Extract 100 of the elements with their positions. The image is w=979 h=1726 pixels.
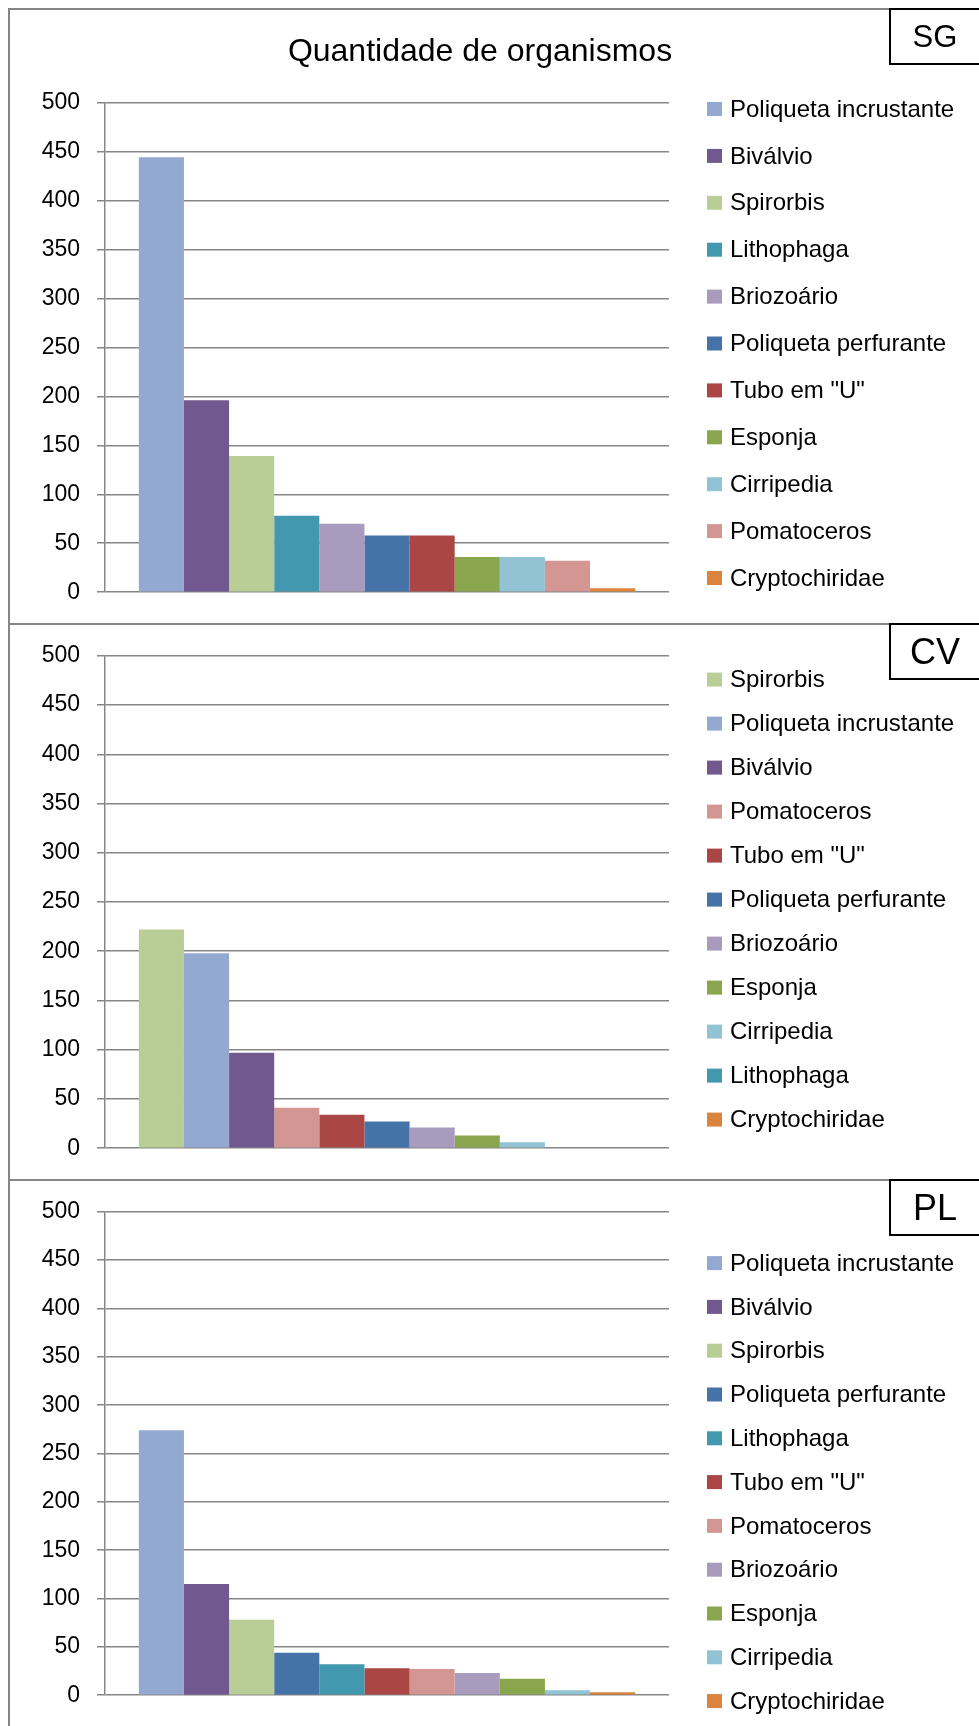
legend-label: Briozoário bbox=[730, 1555, 839, 1583]
text: PL bbox=[889, 1179, 979, 1236]
y-tick-label: 300 bbox=[41, 1390, 80, 1417]
y-tick-label: 0 bbox=[67, 1680, 80, 1707]
bar bbox=[454, 1135, 500, 1148]
legend-label: Lithophaga bbox=[730, 235, 850, 263]
legend-label: Cryptochiridae bbox=[730, 1686, 885, 1714]
bar bbox=[138, 1430, 184, 1695]
y-tick-label: 50 bbox=[54, 528, 80, 555]
bar bbox=[319, 523, 365, 592]
legend-label: Pomatoceros bbox=[730, 1511, 872, 1539]
legend-label: Spirorbis bbox=[730, 188, 825, 216]
y-tick-label: 200 bbox=[41, 1487, 80, 1514]
legend-label: Cirripedia bbox=[730, 1017, 834, 1045]
y-tick-label: 450 bbox=[41, 690, 80, 717]
bar bbox=[544, 1690, 591, 1695]
bar bbox=[409, 1669, 455, 1695]
bar bbox=[183, 953, 230, 1148]
bar bbox=[544, 560, 591, 592]
legend-label: Poliqueta incrustante bbox=[730, 1248, 955, 1276]
bar bbox=[499, 1142, 545, 1148]
y-tick-label: 0 bbox=[67, 577, 80, 604]
bar bbox=[138, 157, 184, 592]
y-tick-label: 0 bbox=[67, 1133, 80, 1160]
y-tick-label: 200 bbox=[41, 936, 80, 963]
y-tick-label: 200 bbox=[41, 381, 80, 408]
y-tick-label: 250 bbox=[41, 1438, 80, 1465]
y-tick-label: 50 bbox=[54, 1084, 80, 1111]
y-tick-label: 400 bbox=[41, 739, 80, 766]
y-tick-label: 450 bbox=[41, 1245, 80, 1272]
bar bbox=[183, 400, 230, 592]
legend-label: Esponja bbox=[730, 422, 818, 450]
bar bbox=[274, 515, 320, 592]
bar bbox=[183, 1584, 230, 1695]
legend-label: Cirripedia bbox=[730, 469, 834, 497]
legend-label: Poliqueta incrustante bbox=[730, 709, 955, 737]
legend-label: Biválvio bbox=[730, 141, 813, 169]
legend-label: Cryptochiridae bbox=[730, 1105, 885, 1133]
legend-label: Pomatoceros bbox=[730, 516, 872, 544]
bar bbox=[590, 1692, 636, 1695]
bar bbox=[409, 535, 455, 592]
legend-label: Spirorbis bbox=[730, 665, 825, 693]
y-tick-label: 250 bbox=[41, 332, 80, 359]
bar bbox=[138, 929, 184, 1148]
y-tick-label: 100 bbox=[41, 1035, 80, 1062]
text: SG bbox=[889, 8, 979, 65]
y-tick-label: 500 bbox=[41, 641, 80, 668]
y-tick-label: 100 bbox=[41, 479, 80, 506]
bar bbox=[499, 1678, 545, 1695]
legend-label: Biválvio bbox=[730, 1292, 813, 1320]
y-tick-label: 350 bbox=[41, 234, 80, 261]
y-tick-label: 250 bbox=[41, 887, 80, 914]
y-tick-label: 300 bbox=[41, 838, 80, 865]
bar bbox=[229, 1052, 275, 1148]
y-tick-label: 150 bbox=[41, 430, 80, 457]
bar bbox=[319, 1664, 365, 1695]
y-tick-label: 450 bbox=[41, 136, 80, 163]
bar bbox=[499, 556, 545, 592]
legend-label: Poliqueta perfurante bbox=[730, 1380, 947, 1408]
y-tick-label: 50 bbox=[54, 1632, 80, 1659]
legend-label: Briozoário bbox=[730, 282, 839, 310]
legend-label: Cirripedia bbox=[730, 1642, 834, 1670]
legend-label: Tubo em "U" bbox=[730, 841, 865, 869]
legend-label: Esponja bbox=[730, 973, 818, 1001]
y-tick-label: 150 bbox=[41, 1535, 80, 1562]
chart-title: Quantidade de organismos bbox=[287, 32, 673, 68]
legend-label: Poliqueta perfurante bbox=[730, 329, 947, 357]
bar bbox=[454, 1672, 500, 1695]
bar bbox=[319, 1114, 365, 1148]
y-tick-label: 400 bbox=[41, 1293, 80, 1320]
bar bbox=[409, 1127, 455, 1148]
legend-label: Tubo em "U" bbox=[730, 1467, 865, 1495]
bar bbox=[364, 535, 410, 592]
legend-label: Esponja bbox=[730, 1599, 818, 1627]
y-tick-label: 300 bbox=[41, 283, 80, 310]
legend-label: Lithophaga bbox=[730, 1423, 850, 1451]
legend-label: Poliqueta incrustante bbox=[730, 94, 955, 122]
y-tick-label: 350 bbox=[41, 788, 80, 815]
legend-label: Briozoário bbox=[730, 929, 839, 957]
y-tick-label: 500 bbox=[41, 1197, 80, 1224]
bar bbox=[274, 1107, 320, 1148]
y-tick-label: 500 bbox=[41, 87, 80, 114]
legend-label: Poliqueta perfurante bbox=[730, 885, 947, 913]
y-tick-label: 350 bbox=[41, 1342, 80, 1369]
bar bbox=[590, 588, 636, 592]
legend-label: Biválvio bbox=[730, 753, 813, 781]
legend-label: Spirorbis bbox=[730, 1336, 825, 1364]
bar bbox=[229, 456, 275, 592]
bar bbox=[274, 1652, 320, 1695]
legend-label: Lithophaga bbox=[730, 1061, 850, 1089]
bar bbox=[364, 1121, 410, 1148]
bar bbox=[454, 556, 500, 592]
legend-label: Pomatoceros bbox=[730, 797, 872, 825]
y-tick-label: 100 bbox=[41, 1583, 80, 1610]
bar bbox=[229, 1619, 275, 1695]
legend-label: Cryptochiridae bbox=[730, 563, 885, 591]
bar bbox=[364, 1668, 410, 1695]
legend-label: Tubo em "U" bbox=[730, 376, 865, 404]
y-tick-label: 400 bbox=[41, 185, 80, 212]
text: CV bbox=[889, 623, 979, 680]
